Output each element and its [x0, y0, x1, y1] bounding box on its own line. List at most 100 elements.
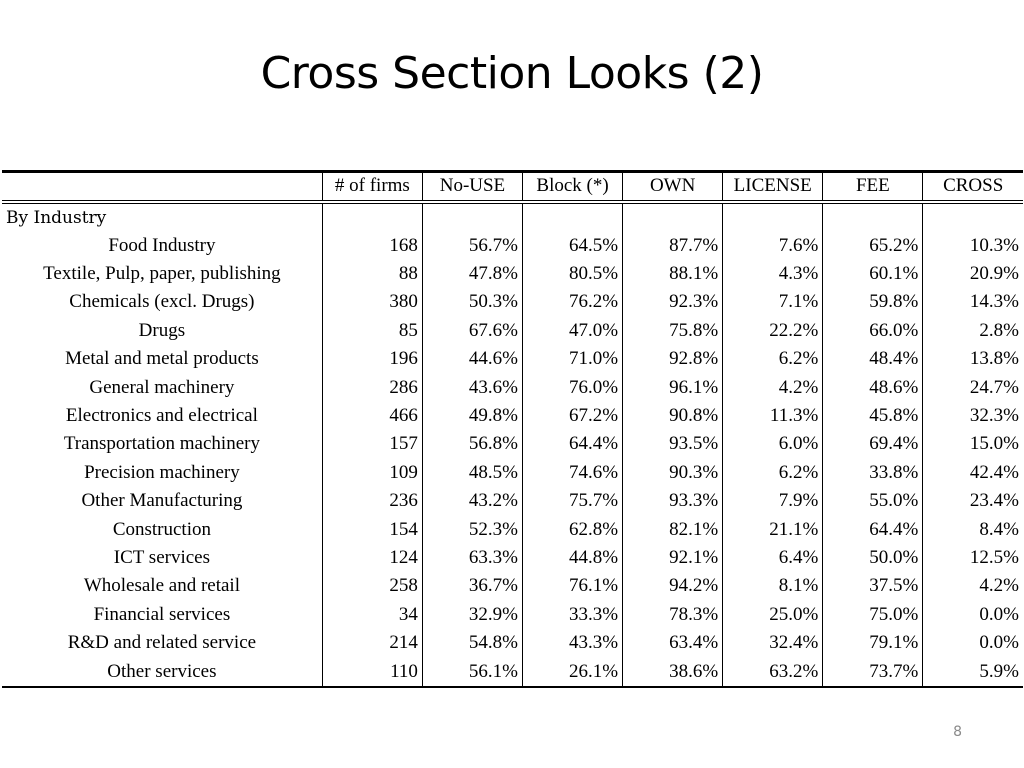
block-cell: 76.2% — [521, 288, 623, 317]
license-cell: 6.2% — [722, 458, 823, 488]
num-firms-cell: 236 — [321, 487, 423, 516]
block-cell: 80.5% — [521, 259, 623, 289]
fee-cell: 48.4% — [822, 345, 923, 374]
fee-cell: 37.5% — [822, 572, 923, 601]
num-firms-cell: 258 — [321, 572, 423, 601]
table-row: Other Manufacturing 236 43.2% 75.7% 93.3% 7.9… — [2, 487, 1023, 516]
block-cell: 44.8% — [521, 543, 623, 573]
license-cell: 63.2% — [722, 657, 823, 688]
table-row: Food Industry 168 56.7% 64.5% 87.7% 7.6% 65.2%… — [2, 231, 1023, 260]
no-use-cell: 56.7% — [421, 231, 523, 260]
industry-name-cell: General machinery — [89, 376, 235, 398]
table-row: Chemicals (excl. Drugs) 380 50.3% 76.2% 92.3… — [2, 288, 1023, 317]
industry-name-cell: Other services — [2, 657, 323, 688]
license-cell: 4.2% — [722, 373, 823, 402]
own-cell: 92.8% — [622, 345, 723, 374]
cross-cell: 24.7% — [922, 373, 1023, 402]
num-firms-cell: 34 — [321, 600, 423, 629]
license-cell: 32.4% — [722, 628, 823, 658]
no-use-cell: 32.9% — [421, 600, 523, 629]
license-cell: 25.0% — [722, 600, 823, 629]
no-use-cell: 56.1% — [421, 657, 523, 688]
cross-cell: 0.0% — [922, 628, 1023, 658]
industry-table: # of firms No-USE Block (*) OWN LICENSE … — [2, 170, 1023, 688]
block-cell: 62.8% — [521, 515, 623, 544]
cross-cell: 10.3% — [922, 231, 1023, 260]
industry-name-cell: Drugs — [138, 319, 186, 341]
no-use-cell: 47.8% — [421, 259, 523, 289]
no-use-cell: 63.3% — [421, 543, 523, 573]
fee-cell: 55.0% — [822, 487, 923, 516]
license-cell: 7.6% — [722, 231, 823, 260]
fee-cell: 66.0% — [822, 316, 923, 346]
header-no-use: No-USE — [421, 170, 523, 204]
num-firms-cell: 124 — [321, 543, 423, 573]
num-firms-cell: 88 — [321, 259, 423, 289]
own-cell: 87.7% — [622, 231, 723, 260]
license-cell: 6.4% — [722, 543, 823, 573]
num-firms-cell: 154 — [321, 515, 423, 544]
industry-name-cell: Wholesale and retail — [83, 575, 240, 597]
own-cell: 78.3% — [622, 600, 723, 629]
block-cell: 64.4% — [521, 430, 623, 459]
num-firms-cell: 110 — [321, 657, 423, 688]
header-fee: FEE — [822, 170, 923, 204]
fee-cell: 59.8% — [822, 288, 923, 317]
header-block: Block (*) — [521, 170, 623, 204]
slide-title: Cross Section Looks (2) — [260, 48, 764, 99]
num-firms-cell: 109 — [321, 458, 423, 488]
num-firms-cell: 85 — [321, 316, 423, 346]
fee-cell: 60.1% — [822, 259, 923, 289]
table-row: Transportation machinery 157 56.8% 64.4% 93.… — [2, 430, 1023, 459]
fee-cell: 45.8% — [822, 401, 923, 431]
fee-cell: 69.4% — [822, 430, 923, 459]
license-cell: 8.1% — [722, 572, 823, 601]
num-firms-cell: 214 — [321, 628, 423, 658]
cross-cell: 13.8% — [922, 345, 1023, 374]
fee-cell: 75.0% — [822, 600, 923, 629]
own-cell: 96.1% — [622, 373, 723, 402]
table-row: Electronics and electrical 466 49.8% 67.2% 9… — [2, 401, 1023, 431]
block-cell: 33.3% — [521, 600, 623, 629]
no-use-cell: 52.3% — [421, 515, 523, 544]
own-cell: 90.3% — [622, 458, 723, 488]
num-firms-cell: 168 — [321, 231, 423, 260]
table-row: Construction 154 52.3% 62.8% 82.1% 21.1% 64.4%… — [2, 515, 1023, 544]
cross-cell: 5.9% — [922, 657, 1023, 688]
table-row: Drugs 85 67.6% 47.0% 75.8% 22.2% 66.0% 2.8% — [2, 316, 1023, 346]
own-cell: 92.3% — [622, 288, 723, 317]
num-firms-cell: 286 — [321, 373, 423, 402]
no-use-cell: 43.6% — [421, 373, 523, 402]
block-cell: 47.0% — [521, 316, 623, 346]
industry-name-cell: Construction — [112, 518, 211, 540]
own-cell: 93.5% — [622, 430, 723, 459]
block-cell: 76.1% — [521, 572, 623, 601]
license-cell: 7.1% — [722, 288, 823, 317]
cross-cell: 4.2% — [922, 572, 1023, 601]
industry-name-cell: R&D and related service — [67, 632, 257, 654]
section-label: By Industry — [6, 207, 107, 228]
own-cell: 63.4% — [622, 628, 723, 658]
industry-name-cell: Precision machinery — [84, 461, 240, 483]
table-row: Other services 110 56.1% 26.1% 38.6% 63.2% 73.… — [2, 657, 1023, 688]
block-cell: 43.3% — [521, 628, 623, 658]
fee-cell: 50.0% — [822, 543, 923, 573]
block-cell: 64.5% — [521, 231, 623, 260]
own-cell: 75.8% — [622, 316, 723, 346]
license-cell: 4.3% — [722, 259, 823, 289]
header-cross: CROSS — [922, 170, 1023, 204]
fee-cell: 65.2% — [822, 231, 923, 260]
own-cell: 93.3% — [622, 487, 723, 516]
cross-cell: 20.9% — [922, 259, 1023, 289]
fee-cell: 64.4% — [822, 515, 923, 544]
no-use-cell: 50.3% — [421, 288, 523, 317]
own-cell: 88.1% — [622, 259, 723, 289]
cross-cell: 0.0% — [922, 600, 1023, 629]
block-cell: 26.1% — [521, 657, 623, 688]
table-row: Financial services 34 32.9% 33.3% 78.3% 25.0%… — [2, 600, 1023, 629]
cross-cell: 15.0% — [922, 430, 1023, 459]
no-use-cell: 36.7% — [421, 572, 523, 601]
no-use-cell: 49.8% — [421, 401, 523, 431]
own-cell: 82.1% — [622, 515, 723, 544]
cross-cell: 8.4% — [922, 515, 1023, 544]
